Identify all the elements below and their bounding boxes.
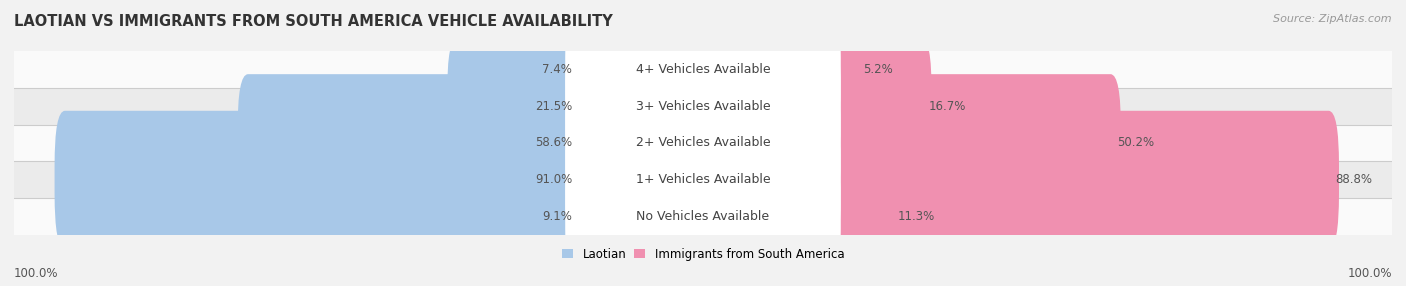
Text: 88.8%: 88.8%	[1336, 173, 1372, 186]
Text: 16.7%: 16.7%	[928, 100, 966, 113]
FancyBboxPatch shape	[817, 74, 1121, 212]
Legend: Laotian, Immigrants from South America: Laotian, Immigrants from South America	[561, 248, 845, 261]
Text: 50.2%: 50.2%	[1118, 136, 1154, 150]
Text: LAOTIAN VS IMMIGRANTS FROM SOUTH AMERICA VEHICLE AVAILABILITY: LAOTIAN VS IMMIGRANTS FROM SOUTH AMERICA…	[14, 14, 613, 29]
FancyBboxPatch shape	[447, 37, 589, 175]
Text: 91.0%: 91.0%	[534, 173, 572, 186]
FancyBboxPatch shape	[238, 74, 589, 212]
FancyBboxPatch shape	[527, 1, 589, 139]
FancyBboxPatch shape	[565, 94, 841, 265]
Text: 100.0%: 100.0%	[14, 267, 59, 280]
Text: 21.5%: 21.5%	[534, 100, 572, 113]
FancyBboxPatch shape	[817, 37, 932, 175]
Text: 7.4%: 7.4%	[543, 63, 572, 76]
Text: 4+ Vehicles Available: 4+ Vehicles Available	[636, 63, 770, 76]
Text: 9.1%: 9.1%	[543, 210, 572, 223]
Bar	[14, 161, 1392, 198]
FancyBboxPatch shape	[55, 111, 589, 249]
Bar	[14, 88, 1392, 125]
FancyBboxPatch shape	[565, 0, 841, 156]
FancyBboxPatch shape	[517, 147, 589, 285]
Text: 2+ Vehicles Available: 2+ Vehicles Available	[636, 136, 770, 150]
FancyBboxPatch shape	[565, 57, 841, 229]
Text: 11.3%: 11.3%	[898, 210, 935, 223]
Bar	[14, 51, 1392, 88]
Text: No Vehicles Available: No Vehicles Available	[637, 210, 769, 223]
Text: 1+ Vehicles Available: 1+ Vehicles Available	[636, 173, 770, 186]
Bar	[14, 125, 1392, 161]
FancyBboxPatch shape	[565, 130, 841, 286]
FancyBboxPatch shape	[817, 147, 901, 285]
FancyBboxPatch shape	[817, 111, 1339, 249]
Bar	[14, 198, 1392, 235]
Text: Source: ZipAtlas.com: Source: ZipAtlas.com	[1274, 14, 1392, 24]
Text: 3+ Vehicles Available: 3+ Vehicles Available	[636, 100, 770, 113]
FancyBboxPatch shape	[817, 1, 866, 139]
Text: 5.2%: 5.2%	[863, 63, 893, 76]
Text: 100.0%: 100.0%	[1347, 267, 1392, 280]
Text: 58.6%: 58.6%	[534, 136, 572, 150]
FancyBboxPatch shape	[565, 21, 841, 192]
